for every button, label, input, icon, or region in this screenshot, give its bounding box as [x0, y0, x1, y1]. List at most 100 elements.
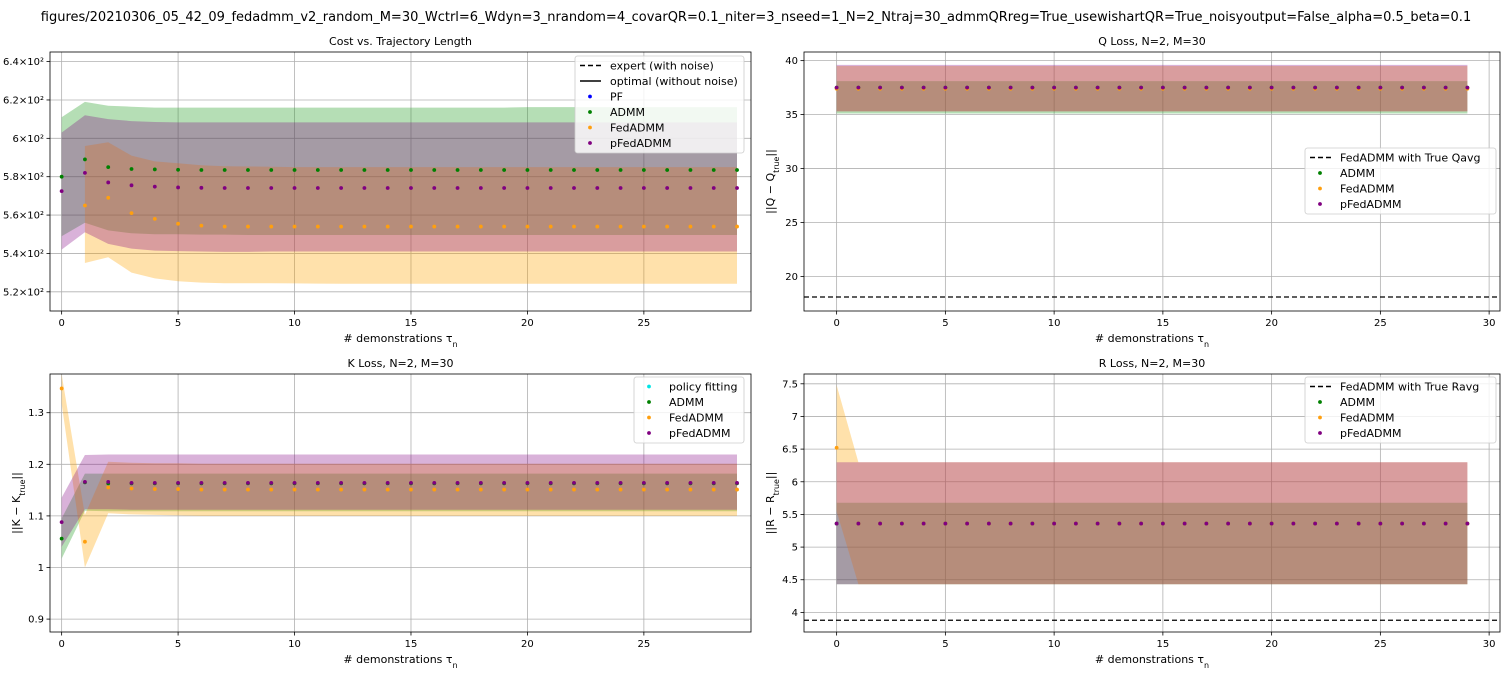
data-point	[1095, 85, 1100, 90]
data-point	[152, 217, 157, 221]
data-point	[899, 521, 904, 526]
grid-lines	[50, 374, 751, 632]
data-point	[595, 224, 600, 229]
y-tick-label: 20	[785, 272, 798, 283]
legend-item: ADMM	[647, 396, 704, 409]
data-point	[1421, 85, 1426, 90]
series-admm	[59, 157, 739, 179]
legend-marker	[1318, 202, 1322, 206]
legend-item: FedADMM	[647, 412, 723, 425]
data-point	[315, 224, 320, 229]
data-point	[1465, 521, 1470, 526]
data-point	[641, 168, 646, 172]
data-point	[641, 480, 646, 485]
data-point	[595, 480, 600, 485]
data-point	[1204, 521, 1209, 526]
data-point	[152, 487, 157, 491]
y-tick-label: 6.2×10²	[3, 95, 44, 106]
y-axis-label: ||K − Ktrue||	[10, 472, 27, 534]
x-tick-label: 10	[288, 318, 301, 329]
data-point	[1356, 85, 1361, 90]
x-tick-label: 5	[942, 639, 948, 650]
legend-item: expert (with noise)	[580, 60, 714, 73]
data-point	[152, 480, 157, 485]
legend-item: optimal (without noise)	[580, 75, 738, 88]
data-point	[59, 386, 64, 391]
data-point	[1291, 85, 1296, 90]
data-point	[618, 487, 623, 492]
data-point	[292, 480, 297, 485]
data-point	[878, 85, 883, 90]
band-fedadmm	[836, 385, 1468, 585]
data-point	[409, 487, 413, 492]
series-pfedadmm	[59, 479, 739, 524]
data-point	[834, 85, 839, 90]
band-admm	[61, 473, 738, 559]
x-tick-label: 5	[175, 639, 181, 650]
x-tick-label: 0	[833, 318, 839, 329]
data-point	[899, 85, 904, 90]
y-tick-label: 4	[792, 608, 798, 619]
legend-label: pFedADMM	[1340, 427, 1401, 440]
data-point	[665, 186, 670, 190]
data-point	[339, 487, 344, 492]
legend-marker	[588, 141, 592, 145]
x-tick-label: 25	[1374, 318, 1387, 329]
data-point	[478, 480, 483, 485]
data-point	[1378, 85, 1383, 90]
data-point	[315, 480, 320, 485]
data-point	[921, 521, 926, 526]
data-point	[618, 480, 623, 485]
data-point	[455, 224, 460, 229]
band-pfedadmm	[836, 64, 1468, 112]
data-point	[595, 168, 600, 172]
legend-item: FedADMM	[588, 122, 664, 135]
axes-frame	[803, 51, 1501, 312]
plot-area	[59, 374, 739, 568]
y-tick-label: 35	[785, 110, 798, 121]
data-point	[548, 168, 553, 172]
y-tick-label: 40	[785, 56, 798, 67]
data-point	[339, 480, 344, 485]
data-point	[711, 480, 716, 485]
data-point	[199, 168, 204, 172]
legend-item: PF	[588, 91, 623, 104]
data-point	[665, 480, 670, 485]
data-point	[176, 221, 180, 226]
data-point	[315, 186, 320, 190]
data-point	[1269, 521, 1274, 526]
legend-box	[633, 376, 745, 444]
plot-area	[59, 101, 739, 284]
data-point	[199, 223, 204, 228]
data-point	[455, 480, 460, 485]
x-tick-label: 0	[833, 639, 839, 650]
data-point	[409, 168, 413, 172]
legend-label: pFedADMM	[1340, 198, 1401, 211]
legend-label: pFedADMM	[610, 137, 671, 150]
grid-lines	[804, 52, 1500, 311]
data-point	[572, 224, 576, 229]
data-point	[1117, 521, 1122, 526]
data-point	[688, 224, 693, 229]
legend-item: pFedADMM	[1318, 198, 1401, 211]
data-point	[129, 211, 134, 216]
data-point	[83, 170, 87, 175]
data-point	[176, 480, 180, 485]
y-tick-label: 7	[792, 412, 798, 423]
data-point	[834, 521, 839, 526]
data-point	[1182, 521, 1187, 526]
x-axis-label: # demonstrations τn	[1095, 653, 1209, 670]
y-tick-label: 0.9	[28, 615, 44, 626]
legend-marker	[1318, 415, 1322, 420]
data-point	[362, 186, 367, 190]
data-point	[1378, 521, 1383, 526]
data-point	[222, 480, 227, 485]
legend-item: ADMM	[588, 106, 645, 119]
x-axis-label: # demonstrations τn	[343, 332, 457, 349]
data-point	[502, 487, 507, 492]
data-point	[1139, 85, 1144, 90]
x-tick-label: 5	[942, 318, 948, 329]
data-point	[688, 168, 693, 172]
data-point	[176, 185, 180, 190]
data-point	[618, 168, 623, 172]
